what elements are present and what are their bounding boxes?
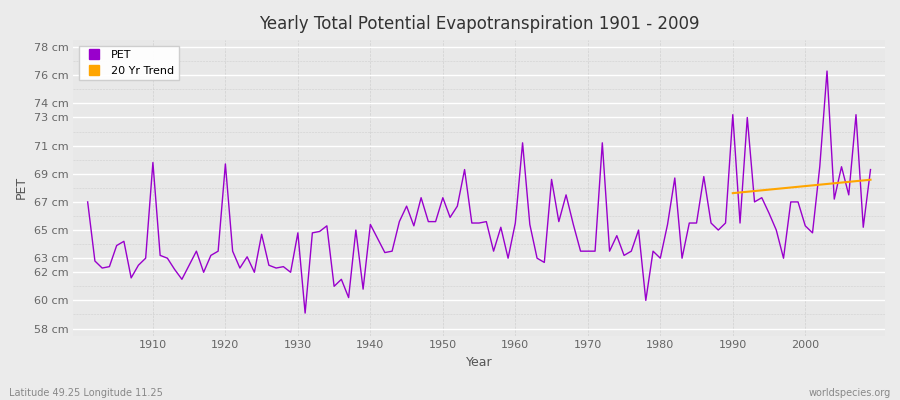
- Title: Yearly Total Potential Evapotranspiration 1901 - 2009: Yearly Total Potential Evapotranspiratio…: [259, 15, 699, 33]
- Legend: PET, 20 Yr Trend: PET, 20 Yr Trend: [78, 46, 178, 80]
- X-axis label: Year: Year: [466, 356, 492, 369]
- Text: Latitude 49.25 Longitude 11.25: Latitude 49.25 Longitude 11.25: [9, 388, 163, 398]
- Text: worldspecies.org: worldspecies.org: [809, 388, 891, 398]
- Y-axis label: PET: PET: [15, 176, 28, 200]
